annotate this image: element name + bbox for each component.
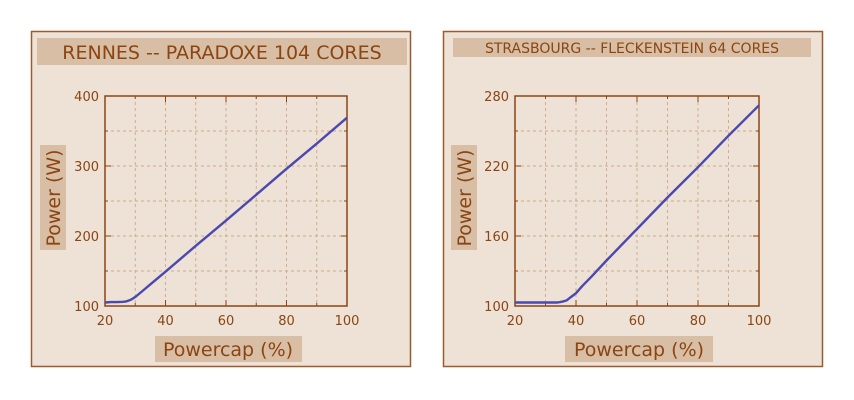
x-axis-label-background xyxy=(565,336,713,362)
x-axis-label: Powercap (%) xyxy=(163,339,293,361)
chart-panel-rennes: RENNES -- PARADOXE 104 CORES 20 40 60 80 100… xyxy=(30,30,412,368)
y-axis-label: Power (W) xyxy=(454,149,476,246)
y-tick-label: 100 xyxy=(74,300,99,315)
y-tick-label: 200 xyxy=(74,230,99,245)
x-tick-label: 100 xyxy=(747,314,772,329)
x-tick-label: 40 xyxy=(568,314,585,329)
y-tick-label: 280 xyxy=(484,90,509,105)
x-tick-label: 20 xyxy=(97,314,114,329)
series-line xyxy=(515,104,760,304)
x-tick-label: 60 xyxy=(218,314,235,329)
x-axis-label: Powercap (%) xyxy=(574,339,704,361)
plot-area: 20 40 60 80 100 100 160 220 280 xyxy=(484,90,771,329)
chart-title: RENNES -- PARADOXE 104 CORES xyxy=(62,42,381,64)
y-tick-label: 160 xyxy=(484,230,509,245)
x-tick-label: 80 xyxy=(278,314,295,329)
x-tick-label: 60 xyxy=(629,314,646,329)
chart-panel-strasbourg: STRASBOURG -- FLECKENSTEIN 64 CORES 20 40… xyxy=(442,30,824,368)
y-tick-label: 300 xyxy=(74,160,99,175)
y-tick-label: 400 xyxy=(74,90,99,105)
x-axis-label-background xyxy=(155,336,302,362)
x-tick-label: 100 xyxy=(335,314,360,329)
x-tick-label: 40 xyxy=(157,314,174,329)
plot-area: 20 40 60 80 100 100 200 300 400 xyxy=(74,90,359,329)
chart-title-background xyxy=(37,38,407,65)
y-axis-label: Power (W) xyxy=(43,149,65,246)
x-tick-label: 20 xyxy=(507,314,524,329)
chart-title-background xyxy=(453,38,811,57)
y-axis-label-background xyxy=(40,145,66,250)
x-tick-label: 80 xyxy=(690,314,707,329)
y-tick-label: 100 xyxy=(484,300,509,315)
y-tick-label: 220 xyxy=(484,160,509,175)
y-axis-label-background xyxy=(451,145,477,250)
series-line xyxy=(104,116,348,304)
chart-title: STRASBOURG -- FLECKENSTEIN 64 CORES xyxy=(485,41,779,57)
